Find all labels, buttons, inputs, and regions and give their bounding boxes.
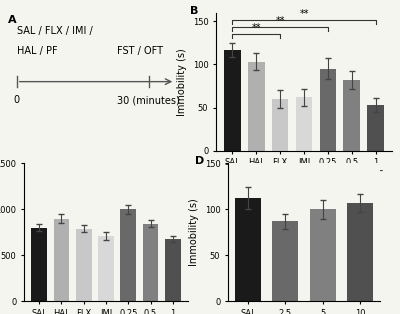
Text: PF (mg/kg): PF (mg/kg) xyxy=(325,176,378,187)
Bar xyxy=(32,228,47,301)
Text: 0: 0 xyxy=(14,95,20,106)
Bar xyxy=(347,203,373,301)
Bar xyxy=(165,239,180,301)
Bar xyxy=(296,97,312,151)
Bar xyxy=(76,229,92,301)
Bar xyxy=(320,69,336,151)
Text: B: B xyxy=(190,6,198,16)
Text: SAL / FLX / IMI /: SAL / FLX / IMI / xyxy=(17,26,92,36)
Text: **: ** xyxy=(275,16,285,26)
Bar xyxy=(248,62,264,151)
Bar xyxy=(272,99,288,151)
Bar xyxy=(143,224,158,301)
Bar xyxy=(235,198,261,301)
Bar xyxy=(272,221,298,301)
Bar xyxy=(98,236,114,301)
Bar xyxy=(54,219,69,301)
Bar xyxy=(120,209,136,301)
Bar xyxy=(224,50,241,151)
Bar xyxy=(367,105,384,151)
Text: HAL / PF: HAL / PF xyxy=(17,46,58,56)
Text: D: D xyxy=(194,156,204,166)
Bar xyxy=(310,209,336,301)
Y-axis label: Immobility (s): Immobility (s) xyxy=(177,48,187,116)
Y-axis label: Immobility (s): Immobility (s) xyxy=(189,198,199,266)
Text: **: ** xyxy=(252,23,261,33)
Bar xyxy=(344,80,360,151)
Text: A: A xyxy=(8,15,17,25)
Text: **: ** xyxy=(299,9,309,19)
Text: FST / OFT: FST / OFT xyxy=(117,46,163,56)
Text: 30 (minutes): 30 (minutes) xyxy=(118,95,180,106)
